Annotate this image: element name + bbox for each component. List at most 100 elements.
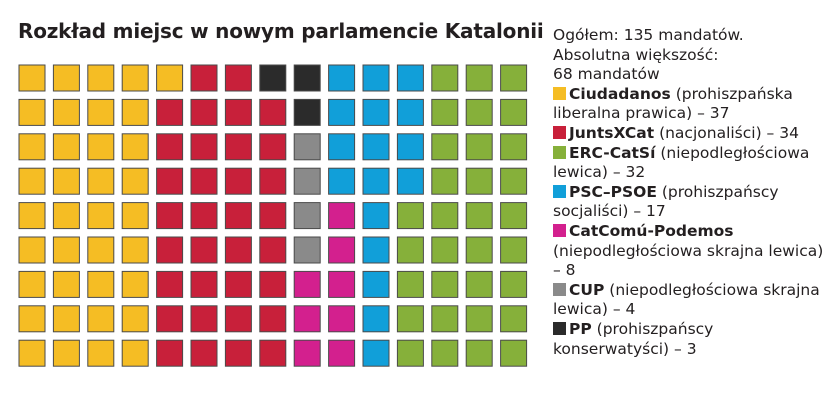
seat-erc-catsi-c14-r2 xyxy=(465,98,493,126)
legend-item-psc-psoe: PSC–PSOE (prohiszpańscy socjaliści) – 17 xyxy=(553,183,825,222)
seat-cup-c9-r5 xyxy=(293,202,321,230)
seat-ciudadanos-c1-r4 xyxy=(18,167,46,195)
seat-juntsxcat-c7-r9 xyxy=(224,339,252,367)
seat-ciudadanos-c1-r2 xyxy=(18,98,46,126)
seat-juntsxcat-c5-r8 xyxy=(156,305,184,333)
seat-catcomu-podemos-c10-r6 xyxy=(328,236,356,264)
legend-name-catcomu-podemos: CatComú-Podemos xyxy=(569,221,734,240)
seat-ciudadanos-c3-r5 xyxy=(87,202,115,230)
legend-item-erc-catsi: ERC-CatSí (niepodległościowa lewica) – 3… xyxy=(553,144,825,183)
seat-juntsxcat-c5-r4 xyxy=(156,167,184,195)
legend-swatch-psc-psoe xyxy=(553,184,566,198)
seat-psc-psoe-c11-r2 xyxy=(362,98,390,126)
seat-psc-psoe-c11-r7 xyxy=(362,270,390,298)
seat-ciudadanos-c2-r9 xyxy=(52,339,80,367)
seat-erc-catsi-c13-r6 xyxy=(431,236,459,264)
seat-psc-psoe-c10-r1 xyxy=(328,64,356,92)
seat-erc-catsi-c14-r8 xyxy=(465,305,493,333)
seat-juntsxcat-c5-r9 xyxy=(156,339,184,367)
seat-ciudadanos-c2-r7 xyxy=(52,270,80,298)
seat-ciudadanos-c2-r5 xyxy=(52,202,80,230)
seat-ciudadanos-c2-r1 xyxy=(52,64,80,92)
seat-psc-psoe-c11-r4 xyxy=(362,167,390,195)
seat-juntsxcat-c6-r6 xyxy=(190,236,218,264)
seat-psc-psoe-c12-r4 xyxy=(396,167,424,195)
seat-psc-psoe-c12-r2 xyxy=(396,98,424,126)
seat-ciudadanos-c3-r7 xyxy=(87,270,115,298)
legend-swatch-ciudadanos xyxy=(553,86,566,100)
seat-pp-c8-r1 xyxy=(259,64,287,92)
chart-title: Rozkład miejsc w nowym parlamencie Katal… xyxy=(18,19,544,43)
seat-ciudadanos-c3-r8 xyxy=(87,305,115,333)
seat-ciudadanos-c4-r9 xyxy=(121,339,149,367)
seat-psc-psoe-c11-r6 xyxy=(362,236,390,264)
seat-ciudadanos-c4-r2 xyxy=(121,98,149,126)
seat-juntsxcat-c8-r5 xyxy=(259,202,287,230)
seat-juntsxcat-c6-r9 xyxy=(190,339,218,367)
seat-catcomu-podemos-c9-r7 xyxy=(293,270,321,298)
seat-ciudadanos-c1-r9 xyxy=(18,339,46,367)
seat-ciudadanos-c5-r1 xyxy=(156,64,184,92)
seat-psc-psoe-c11-r8 xyxy=(362,305,390,333)
seat-erc-catsi-c12-r6 xyxy=(396,236,424,264)
seat-ciudadanos-c2-r2 xyxy=(52,98,80,126)
legend-name-juntsxcat: JuntsXCat xyxy=(569,123,655,142)
seat-erc-catsi-c14-r5 xyxy=(465,202,493,230)
legend-item-juntsxcat: JuntsXCat (nacjonaliści) – 34 xyxy=(553,124,825,144)
legend-name-cup: CUP xyxy=(569,280,605,299)
legend-swatch-catcomu-podemos xyxy=(553,223,566,237)
seat-erc-catsi-c13-r4 xyxy=(431,167,459,195)
seat-ciudadanos-c3-r9 xyxy=(87,339,115,367)
legend-desc-cup: (niepodległościowa skrajna lewica) – 4 xyxy=(553,280,820,319)
seat-ciudadanos-c1-r7 xyxy=(18,270,46,298)
seat-erc-catsi-c12-r8 xyxy=(396,305,424,333)
seat-erc-catsi-c14-r4 xyxy=(465,167,493,195)
seat-juntsxcat-c7-r2 xyxy=(224,98,252,126)
seat-erc-catsi-c13-r8 xyxy=(431,305,459,333)
seat-juntsxcat-c6-r4 xyxy=(190,167,218,195)
seat-juntsxcat-c8-r7 xyxy=(259,270,287,298)
seat-juntsxcat-c8-r8 xyxy=(259,305,287,333)
seat-ciudadanos-c1-r5 xyxy=(18,202,46,230)
seat-ciudadanos-c4-r3 xyxy=(121,133,149,161)
legend-desc-pp: (prohiszpańscy konserwatyści) – 3 xyxy=(553,319,714,358)
seat-ciudadanos-c4-r4 xyxy=(121,167,149,195)
seat-ciudadanos-c4-r1 xyxy=(121,64,149,92)
seat-cup-c9-r4 xyxy=(293,167,321,195)
seat-ciudadanos-c4-r7 xyxy=(121,270,149,298)
seat-erc-catsi-c12-r9 xyxy=(396,339,424,367)
legend-item-ciudadanos: Ciudadanos (prohiszpańska liberalna praw… xyxy=(553,85,825,124)
seat-psc-psoe-c11-r9 xyxy=(362,339,390,367)
seat-grid xyxy=(18,64,528,367)
seat-erc-catsi-c15-r3 xyxy=(500,133,528,161)
seat-pp-c9-r1 xyxy=(293,64,321,92)
legend-desc-erc-catsi: (niepodległościowa lewica) – 32 xyxy=(553,143,810,182)
seat-ciudadanos-c2-r3 xyxy=(52,133,80,161)
seat-ciudadanos-c2-r6 xyxy=(52,236,80,264)
seat-erc-catsi-c14-r3 xyxy=(465,133,493,161)
seat-erc-catsi-c12-r5 xyxy=(396,202,424,230)
seat-ciudadanos-c2-r8 xyxy=(52,305,80,333)
total-seats-label: Ogółem: 135 mandatów. xyxy=(553,26,744,44)
seat-juntsxcat-c5-r6 xyxy=(156,236,184,264)
seat-ciudadanos-c4-r8 xyxy=(121,305,149,333)
seat-erc-catsi-c15-r7 xyxy=(500,270,528,298)
seat-erc-catsi-c14-r9 xyxy=(465,339,493,367)
seat-psc-psoe-c10-r2 xyxy=(328,98,356,126)
seat-ciudadanos-c3-r6 xyxy=(87,236,115,264)
majority-value: 68 mandatów xyxy=(553,65,660,84)
seat-psc-psoe-c11-r1 xyxy=(362,64,390,92)
seat-juntsxcat-c6-r5 xyxy=(190,202,218,230)
seat-cup-c9-r6 xyxy=(293,236,321,264)
legend-swatch-juntsxcat xyxy=(553,125,566,139)
seat-erc-catsi-c15-r1 xyxy=(500,64,528,92)
seat-juntsxcat-c7-r5 xyxy=(224,202,252,230)
seat-erc-catsi-c14-r7 xyxy=(465,270,493,298)
seat-psc-psoe-c10-r3 xyxy=(328,133,356,161)
seat-juntsxcat-c7-r4 xyxy=(224,167,252,195)
legend-name-erc-catsi: ERC-CatSí xyxy=(569,143,656,162)
seat-psc-psoe-c12-r1 xyxy=(396,64,424,92)
seat-catcomu-podemos-c10-r9 xyxy=(328,339,356,367)
seat-erc-catsi-c13-r7 xyxy=(431,270,459,298)
seat-erc-catsi-c13-r2 xyxy=(431,98,459,126)
